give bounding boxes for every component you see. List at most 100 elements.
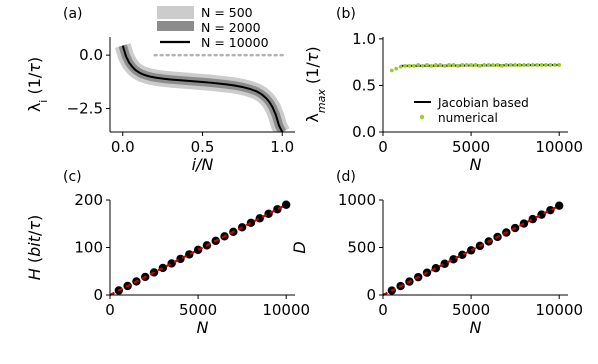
x-tick-label: 0 (105, 301, 115, 319)
panel-label: (d) (336, 169, 356, 185)
fit-line (382, 204, 560, 296)
numerical-point (416, 63, 421, 67)
x-tick-label: 0 (378, 138, 388, 156)
series-line-2 (121, 45, 284, 132)
data-point (246, 218, 256, 227)
x-tick-label: 10000 (535, 301, 583, 319)
y-tick-label: 100 (74, 239, 103, 257)
data-point (281, 200, 291, 209)
x-tick-label: 0.5 (191, 138, 215, 156)
fit-line (109, 203, 287, 296)
x-axis-label: i/N (192, 155, 214, 174)
data-point (167, 259, 176, 268)
numerical-point (557, 63, 562, 67)
data-point (440, 259, 449, 268)
data-point (193, 245, 203, 255)
numerical-point (522, 63, 526, 67)
numerical-point (398, 64, 403, 69)
numerical-point (530, 63, 535, 67)
numerical-point (460, 63, 465, 67)
numerical-point (425, 63, 429, 67)
panel-d: 0 5000 10000 0 500 1000 (d) N D (290, 169, 583, 337)
data-point (264, 209, 273, 218)
numerical-point (394, 66, 399, 71)
numerical-point (403, 63, 407, 68)
numerical-point (469, 63, 473, 67)
y-axis-label: H (bit/τ) (25, 215, 44, 281)
numerical-point (433, 63, 438, 67)
legend-swatch (419, 114, 425, 120)
data-point (458, 250, 467, 260)
numerical-point (429, 63, 434, 68)
x-tick-label: 5000 (179, 301, 217, 319)
panel-label: (c) (63, 169, 82, 185)
numerical-point (508, 63, 513, 67)
numerical-point (447, 63, 451, 67)
data-point (449, 255, 458, 264)
numerical-point (486, 63, 491, 67)
y-axis-label: D (290, 241, 309, 253)
x-axis-label: N (470, 155, 482, 174)
x-tick-label: 10000 (535, 138, 583, 156)
y-tick-label: −2.5 (67, 100, 103, 118)
y-tick-label: 1000 (338, 191, 376, 209)
numerical-point (482, 63, 487, 67)
panel-label: (a) (63, 6, 83, 22)
y-tick-label: 200 (74, 191, 103, 209)
data-point (528, 214, 537, 224)
x-tick-label: 0 (378, 301, 388, 319)
numerical-point (504, 63, 509, 67)
data-point (431, 264, 441, 273)
numerical-point (539, 63, 544, 67)
x-tick-label: 5000 (452, 138, 490, 156)
numerical-point (464, 63, 469, 67)
x-tick-label: 0.0 (111, 138, 135, 156)
x-tick-label: 5000 (452, 301, 490, 319)
y-tick-label: 0.0 (79, 46, 103, 64)
numerical-point (548, 63, 553, 67)
data-point (537, 210, 546, 219)
data-point (466, 246, 476, 255)
y-tick-label: 0.0 (352, 123, 376, 141)
legend-label: N = 2000 (201, 20, 261, 35)
data-point (273, 205, 282, 214)
y-tick-label: 0 (93, 286, 103, 304)
numerical-point (544, 63, 548, 67)
numerical-point (495, 63, 500, 67)
panel-c: 0 5000 10000 0 100 200 (c) N H (bit/τ) (25, 169, 310, 337)
numerical-point (473, 63, 478, 67)
numerical-point (455, 63, 460, 68)
legend-label: numerical (438, 111, 498, 125)
numerical-point (451, 63, 456, 67)
data-point (176, 254, 185, 264)
data-point (519, 219, 529, 228)
y-tick-label: 0 (366, 286, 376, 304)
y-axis-label: λi (1/τ) (25, 57, 50, 112)
data-point (158, 263, 168, 273)
numerical-point (442, 63, 447, 68)
numerical-point (552, 63, 557, 67)
y-tick-label: 1.0 (352, 30, 376, 48)
numerical-point (500, 63, 504, 68)
numerical-point (478, 63, 482, 68)
numerical-point (491, 63, 496, 67)
data-point (546, 205, 555, 215)
legend-label: N = 10000 (201, 35, 269, 50)
x-tick-label: 10000 (262, 301, 310, 319)
x-tick-label: 1.0 (270, 138, 294, 156)
x-axis-label: N (470, 318, 482, 337)
x-axis-label: N (197, 318, 209, 337)
numerical-point (389, 68, 394, 73)
numerical-point (526, 63, 531, 67)
y-tick-label: 0.5 (352, 76, 376, 94)
y-axis-label: λmax (1/τ) (303, 46, 328, 122)
numerical-point (438, 63, 443, 67)
numerical-point (411, 63, 416, 68)
legend-swatch (157, 21, 194, 31)
numerical-point (535, 63, 540, 67)
numerical-point (407, 63, 412, 68)
numerical-point (513, 63, 518, 67)
